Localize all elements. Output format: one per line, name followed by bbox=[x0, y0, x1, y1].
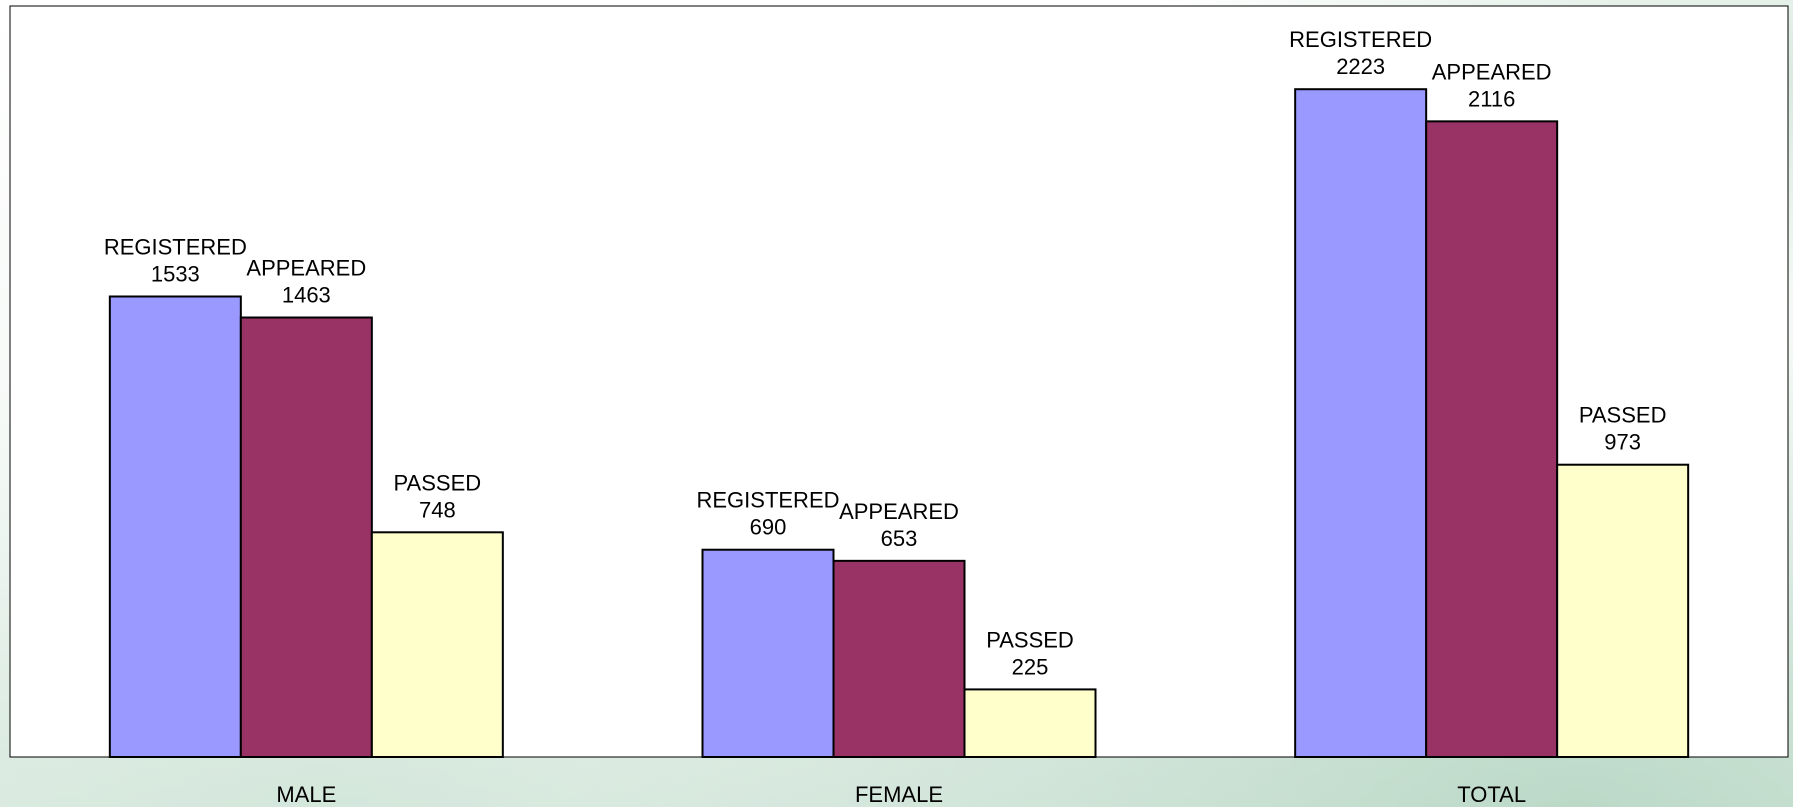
data-label-series-passed-male: PASSED bbox=[394, 470, 482, 495]
data-label-series-registered-male: REGISTERED bbox=[104, 234, 247, 259]
category-label-male: MALE bbox=[276, 782, 336, 807]
data-label-series-registered-female: REGISTERED bbox=[696, 488, 839, 513]
bar-appeared-male bbox=[239, 316, 373, 758]
bar-appeared-total bbox=[1425, 120, 1559, 759]
data-label-value-registered-total: 2223 bbox=[1336, 54, 1385, 79]
data-label-series-appeared-total: APPEARED bbox=[1432, 59, 1552, 84]
bar-passed-total bbox=[1556, 463, 1690, 758]
bar-passed-female bbox=[963, 688, 1097, 758]
bar-appeared-female bbox=[832, 559, 966, 758]
bar-registered-female bbox=[701, 548, 835, 758]
data-label-value-passed-female: 225 bbox=[1012, 654, 1049, 679]
data-label-value-registered-male: 1533 bbox=[151, 261, 200, 286]
data-label-value-appeared-total: 2116 bbox=[1468, 86, 1515, 111]
category-label-female: FEMALE bbox=[855, 782, 943, 807]
data-label-series-appeared-male: APPEARED bbox=[246, 256, 366, 281]
bar-registered-male bbox=[108, 295, 242, 758]
data-label-series-passed-female: PASSED bbox=[986, 627, 1074, 652]
data-label-value-appeared-female: 653 bbox=[881, 526, 918, 551]
category-axis-labels: MALE FEMALE TOTAL bbox=[276, 782, 1526, 807]
data-label-series-appeared-female: APPEARED bbox=[839, 499, 959, 524]
data-label-value-passed-male: 748 bbox=[419, 497, 456, 522]
data-label-value-appeared-male: 1463 bbox=[282, 283, 331, 308]
category-label-total: TOTAL bbox=[1457, 782, 1526, 807]
data-label-series-passed-total: PASSED bbox=[1579, 403, 1667, 428]
bar-registered-total bbox=[1294, 88, 1428, 758]
data-label-series-registered-total: REGISTERED bbox=[1289, 27, 1432, 52]
bar-passed-male bbox=[370, 531, 504, 758]
bars-layer bbox=[108, 88, 1690, 759]
data-label-value-passed-total: 973 bbox=[1604, 430, 1641, 455]
data-label-value-registered-female: 690 bbox=[750, 515, 787, 540]
